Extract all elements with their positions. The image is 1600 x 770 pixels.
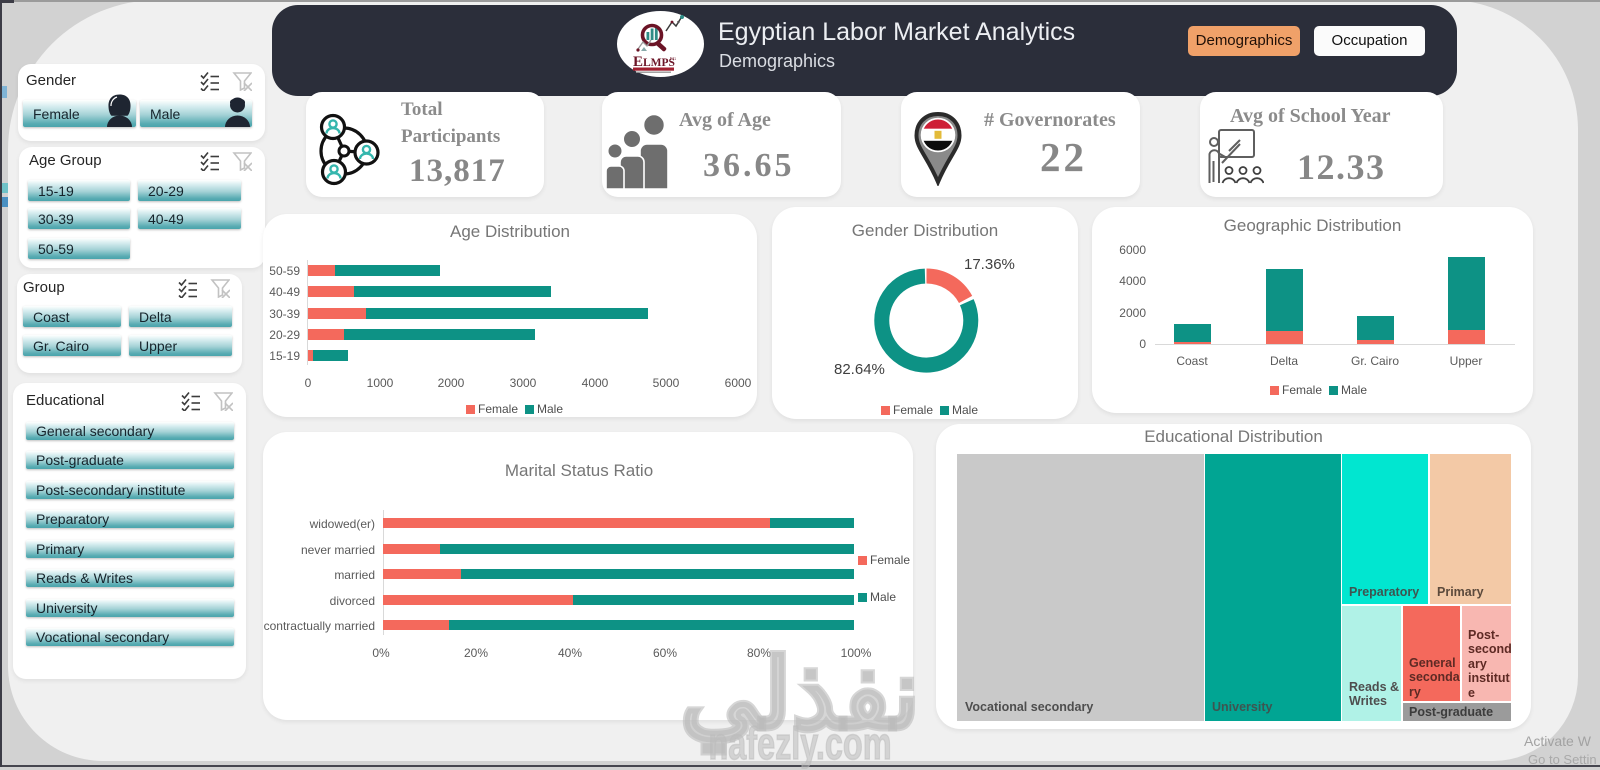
- svg-text:EG: EG: [670, 56, 677, 61]
- svg-text:E: E: [633, 54, 643, 70]
- svg-text:LMPS: LMPS: [643, 57, 675, 69]
